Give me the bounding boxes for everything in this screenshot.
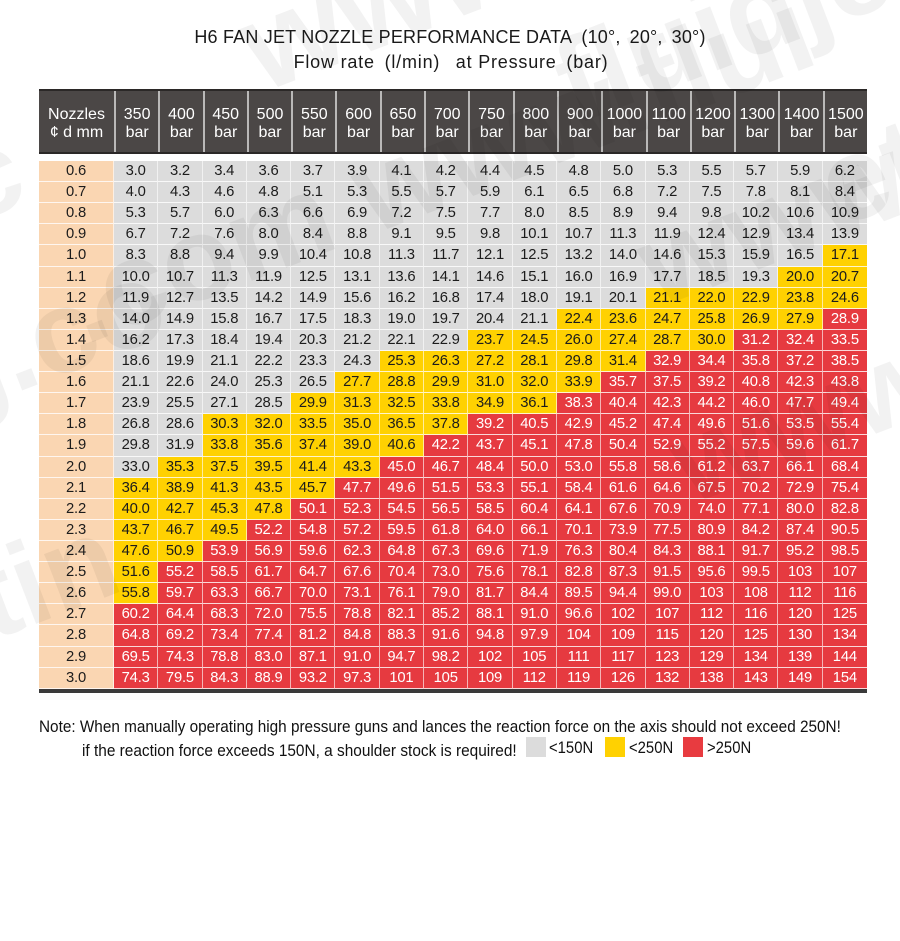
- svg-text:g.c: g.c: [0, 102, 40, 286]
